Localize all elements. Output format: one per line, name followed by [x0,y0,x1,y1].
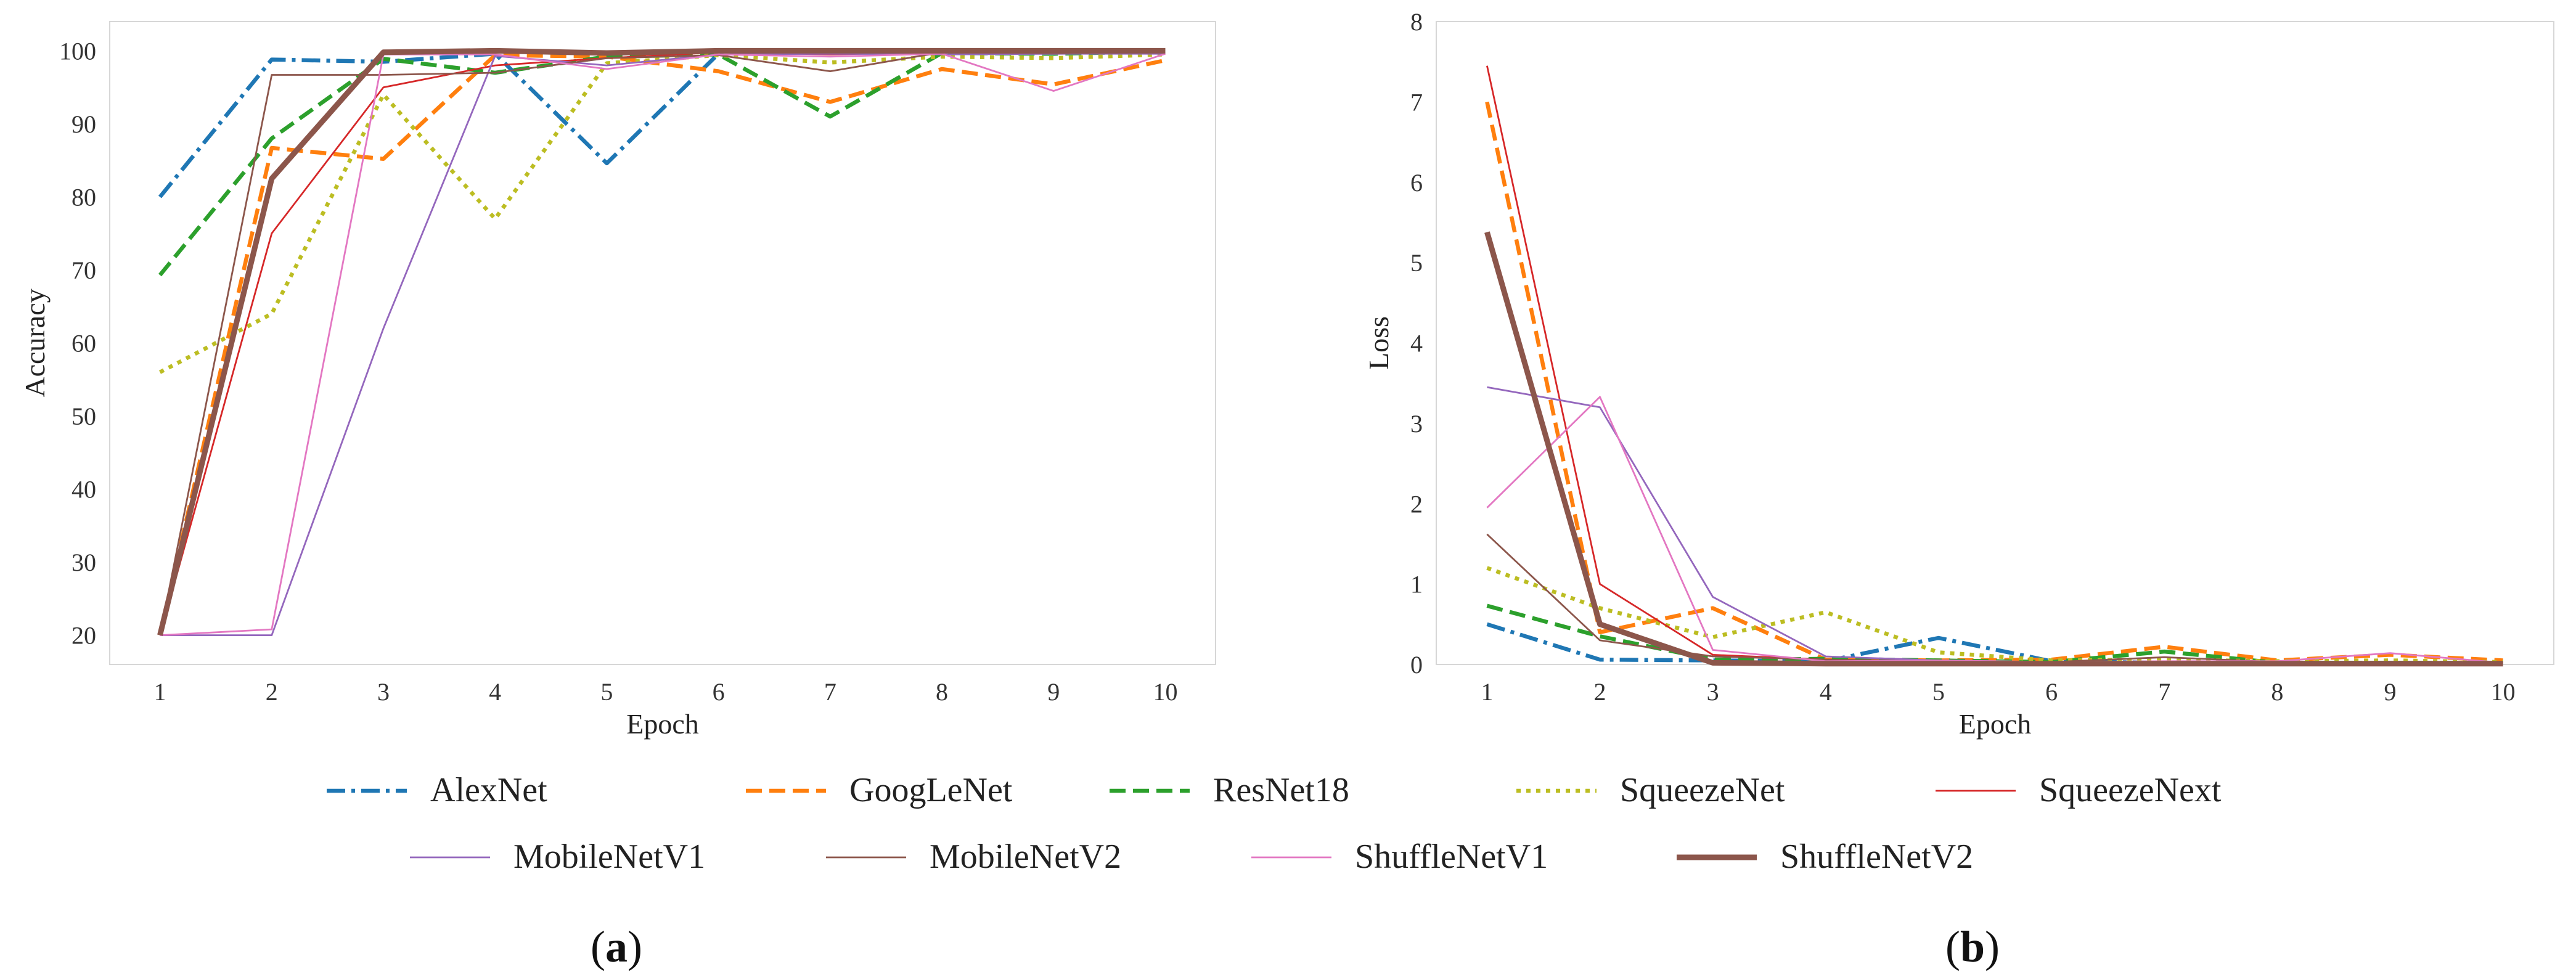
x-tick-label: 1 [1481,678,1493,706]
legend-item-shufflenetv2: ShuffleNetV2 [1677,838,1973,876]
legend-label: ResNet18 [1213,771,1349,809]
x-tick-label: 9 [1047,678,1060,706]
legend-item-squeezenext: SqueezeNext [1936,771,2222,809]
x-tick-label: 7 [824,678,836,706]
legend-item-resnet18: ResNet18 [1110,771,1349,809]
y-tick-label: 100 [59,37,96,65]
panel-label-a: (a) [591,922,642,971]
x-axis-label: Epoch [626,708,699,740]
legend-item-mobilenetv2: MobileNetV2 [826,838,1121,876]
y-tick-label: 5 [1410,249,1423,277]
y-tick-label: 30 [72,549,96,576]
legend-label: GoogLeNet [849,771,1013,809]
y-tick-label: 0 [1410,651,1423,679]
series-line-squeezenet [1486,566,2503,664]
series-line-alexnet [1486,622,2503,665]
series-line-googlenet [158,53,1166,636]
y-tick-label: 40 [72,476,96,504]
legend: AlexNet GoogLeNet ResNet18 SqueezeNet Squeez… [327,771,2222,876]
y-tick-label: 2 [1410,490,1423,518]
legend-label: SqueezeNet [1620,771,1785,809]
x-tick-label: 6 [2045,678,2058,706]
x-tick-label: 8 [2271,678,2283,706]
x-tick-label: 2 [1594,678,1606,706]
y-tick-label: 4 [1410,330,1423,357]
y-tick-label: 3 [1410,410,1423,438]
legend-label: SqueezeNext [2039,771,2222,809]
x-tick-label: 10 [2491,678,2516,706]
x-axis-label: Epoch [1959,708,2032,740]
series-line-squeezenet [158,52,1166,374]
plot-frame [109,21,1216,665]
x-tick-label: 10 [1153,678,1177,706]
x-tick-label: 4 [489,678,501,706]
x-tick-label: 3 [377,678,390,706]
x-tick-label: 9 [2384,678,2396,706]
series-line-shufflenetv2 [157,47,1166,636]
y-tick-label: 60 [72,330,96,357]
x-tick-label: 2 [266,678,278,706]
y-tick-label: 20 [72,622,96,650]
legend-label: MobileNetV1 [513,838,705,876]
x-tick-label: 3 [1707,678,1719,706]
x-tick-label: 4 [1820,678,1832,706]
legend-item-googlenet: GoogLeNet [746,771,1013,809]
accuracy-chart: 20 30 40 50 60 70 80 90 100 1 2 3 4 5 6 7 8 9 10 Epoch Accur… [19,21,1216,740]
x-tick-label: 6 [713,678,725,706]
legend-label: AlexNet [430,771,547,809]
legend-item-squeezenet: SqueezeNet [1516,771,1785,809]
y-tick-label: 6 [1410,169,1423,197]
x-tick-label: 5 [1932,678,1945,706]
series-line-mobilenetv1 [160,52,1166,636]
legend-label: MobileNetV2 [930,838,1121,876]
y-tick-label: 1 [1410,571,1423,598]
x-tick-label: 7 [2158,678,2170,706]
legend-item-shufflenetv1: ShuffleNetV1 [1251,838,1548,876]
y-tick-label: 7 [1410,88,1423,116]
y-tick-label: 50 [72,402,96,430]
plot-frame [1436,21,2554,665]
y-tick-label: 8 [1410,8,1423,36]
legend-label: ShuffleNetV1 [1355,838,1548,876]
legend-item-alexnet: AlexNet [327,771,547,809]
y-tick-label: 70 [72,256,96,284]
y-axis-label: Loss [1363,316,1394,370]
x-tick-label: 8 [936,678,948,706]
panel-label-b: (b) [1945,922,2000,971]
x-tick-label: 5 [600,678,613,706]
y-tick-label: 80 [72,183,96,211]
y-axis-label: Accuracy [19,288,51,397]
series-line-shufflenetv2 [1484,231,2503,667]
legend-item-mobilenetv1: MobileNetV1 [410,838,705,876]
legend-label: ShuffleNetV2 [1780,838,1973,876]
x-tick-label: 1 [154,678,166,706]
series-line-shufflenetv1 [160,52,1166,636]
loss-chart: 0 1 2 3 4 5 6 7 8 1 2 3 4 5 6 7 8 9 10 Epoch Loss [1363,8,2554,740]
y-tick-label: 90 [72,110,96,138]
